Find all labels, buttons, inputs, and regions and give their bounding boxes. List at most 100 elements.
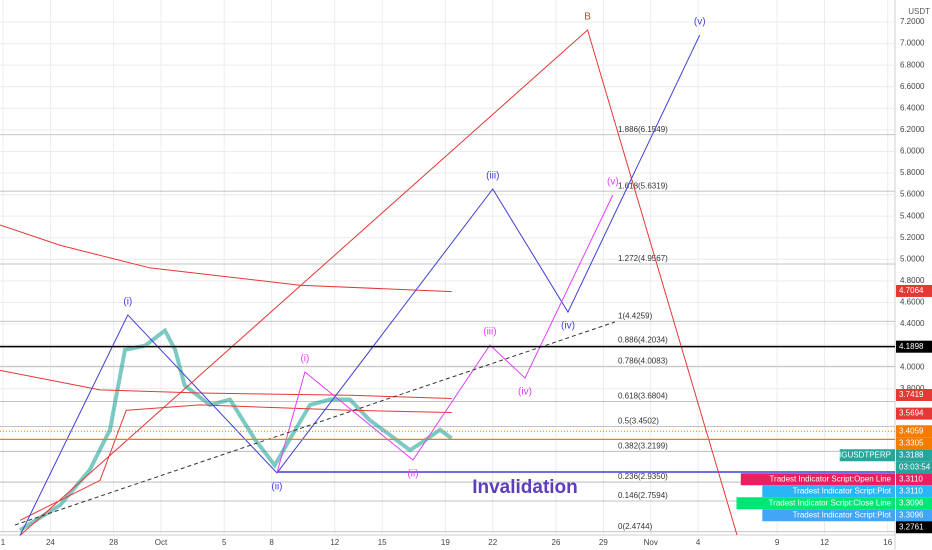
indicator-tag <box>762 509 895 522</box>
countdown-tag <box>896 461 932 474</box>
price-tag <box>896 497 932 510</box>
price-tag <box>896 425 932 438</box>
fib-label: 1(4.4259) <box>618 311 653 320</box>
wave-label: (ii) <box>271 482 282 493</box>
wave-line <box>19 34 701 536</box>
price-tag <box>896 521 932 534</box>
x-tick-label: 24 <box>46 538 55 547</box>
x-tick-label: 15 <box>378 538 387 547</box>
y-tick-label: 3.8000 <box>900 384 925 393</box>
x-tick-label: 12 <box>330 538 339 547</box>
price-tag <box>896 485 932 498</box>
price-tag <box>896 437 932 450</box>
x-tick-label: Oct <box>155 538 168 547</box>
x-tick-label: 4 <box>696 538 701 547</box>
indicator-name: Tradest Indicator Script:Close Line <box>769 498 892 507</box>
price-tag <box>896 407 932 420</box>
x-tick-label: 22 <box>488 538 497 547</box>
y-tick-label: 6.8000 <box>900 60 925 69</box>
price-tag-label: 3.3188 <box>899 450 924 459</box>
y-tick-label: 6.4000 <box>900 103 925 112</box>
wave-line <box>0 369 452 399</box>
y-tick-label: 4.8000 <box>900 276 925 285</box>
wave-label: (i) <box>123 297 132 308</box>
wave-label: (iv) <box>561 321 575 332</box>
wave-label: (iii) <box>483 327 496 338</box>
y-tick-label: 4.0000 <box>900 362 925 371</box>
y-tick-label: 6.6000 <box>900 82 925 91</box>
currency: USDT <box>908 7 930 16</box>
x-tick-label: 5 <box>222 538 227 547</box>
indicator-name: Tradest Indicator Script:Plot <box>793 510 892 519</box>
indicator-name: Tradest Indicator Script:Open Line <box>769 474 891 483</box>
price-tag-label: 3.7419 <box>899 390 924 399</box>
price-tag-label: 3.3110 <box>899 486 923 495</box>
fib-label: 0.236(2.9350) <box>618 472 668 481</box>
indicator-tag <box>839 449 895 462</box>
fib-label: 0(2.4744) <box>618 522 653 531</box>
wave-line <box>14 321 616 526</box>
y-tick-label: 5.6000 <box>900 190 925 199</box>
wave-line <box>19 29 738 536</box>
price-tag-label: 4.7064 <box>899 286 924 295</box>
indicator-tag <box>736 497 895 510</box>
x-tick-label: 29 <box>599 538 608 547</box>
wave-label: (i) <box>300 354 309 365</box>
fib-label: 1.272(4.9567) <box>618 254 668 263</box>
wave-label: (iv) <box>518 387 532 398</box>
price-tag <box>896 473 932 486</box>
fib-label: 0.618(3.6804) <box>618 392 668 401</box>
fib-label: 0.5(3.4502) <box>618 417 659 426</box>
fib-label: 0.382(3.2199) <box>618 441 668 450</box>
price-tag <box>896 389 932 402</box>
countdown: 03:03:54 <box>899 462 931 471</box>
y-tick-label: 4.6000 <box>900 298 925 307</box>
price-tag-label: 3.2761 <box>899 522 924 531</box>
y-tick-label: 5.4000 <box>900 211 925 220</box>
price-tag-label: 3.3305 <box>899 438 924 447</box>
y-tick-label: 5.0000 <box>900 254 925 263</box>
wave-label: B <box>584 12 591 23</box>
price-tag-label: 3.3096 <box>899 498 924 507</box>
x-tick-label: 1 <box>1 538 6 547</box>
wave-label: (iii) <box>486 171 499 182</box>
price-tag <box>896 284 932 297</box>
fib-label: 0.786(4.0083) <box>618 356 668 365</box>
y-tick-label: 5.2000 <box>900 233 925 242</box>
price-tag-label: 3.3110 <box>899 474 923 483</box>
fib-label: 0.886(4.2034) <box>618 335 668 344</box>
x-tick-label: 12 <box>820 538 829 547</box>
wave-line <box>0 224 452 293</box>
wave-label: (v) <box>694 17 706 28</box>
y-tick-label: 7.0000 <box>900 39 925 48</box>
x-tick-label: Nov <box>644 538 658 547</box>
price-tag <box>896 449 932 462</box>
wave-label: (v) <box>607 177 619 188</box>
wave-label: (ii) <box>407 469 418 480</box>
indicator-name: Tradest Indicator Script:Plot <box>793 486 892 495</box>
price-tag-label: 4.1898 <box>899 342 924 351</box>
y-tick-label: 6.2000 <box>900 125 925 134</box>
invalidation-label: Invalidation <box>472 477 578 498</box>
price-tag <box>896 340 932 353</box>
x-tick-label: 28 <box>109 538 118 547</box>
indicator-tag <box>740 473 895 486</box>
fib-label: 1.886(6.1549) <box>618 125 668 134</box>
price-tag-label: 3.4059 <box>899 426 924 435</box>
indicator-tag <box>762 485 895 498</box>
x-tick-label: 8 <box>269 538 274 547</box>
price-tag <box>896 509 932 522</box>
x-tick-label: 9 <box>775 538 780 547</box>
y-tick-label: 6.0000 <box>900 147 925 156</box>
x-tick-label: 19 <box>441 538 450 547</box>
fib-label: 1.618(5.6319) <box>618 181 668 190</box>
indicator-name: OMGUSDTPERP <box>828 450 891 459</box>
y-tick-label: 4.4000 <box>900 319 925 328</box>
x-tick-label: 16 <box>883 538 892 547</box>
fib-label: 0.146(2.7594) <box>618 491 668 500</box>
price-tag-label: 3.3096 <box>899 510 924 519</box>
price-tag-label: 3.5694 <box>899 409 924 418</box>
x-tick-label: 26 <box>552 538 561 547</box>
